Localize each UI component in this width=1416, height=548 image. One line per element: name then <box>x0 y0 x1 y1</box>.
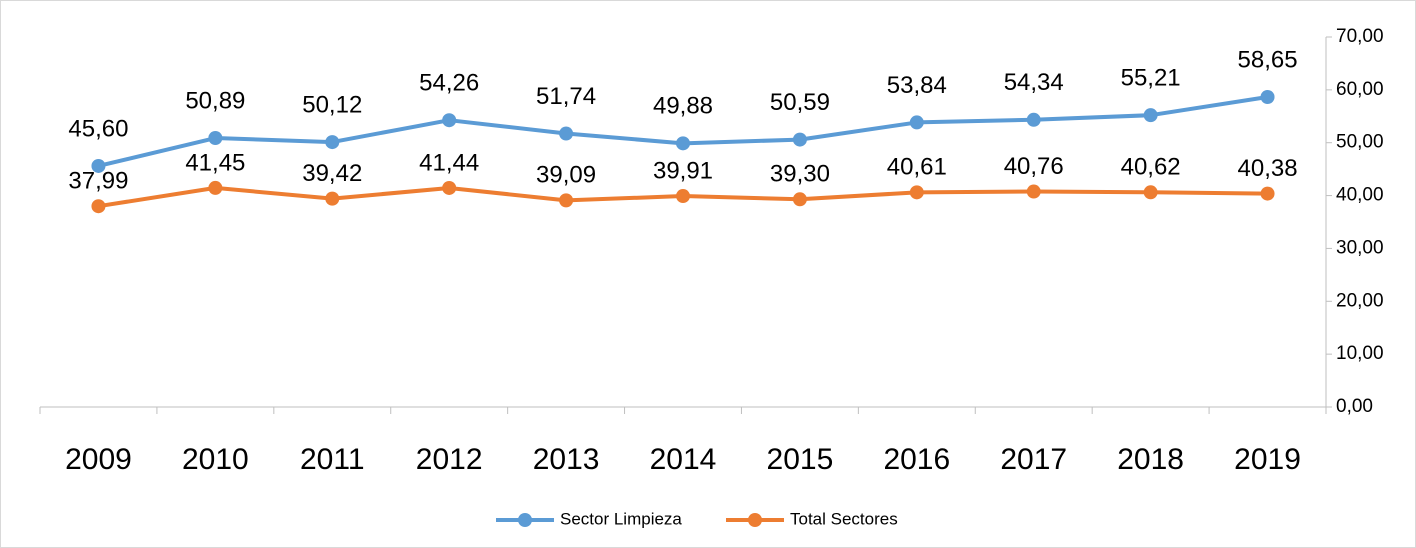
x-tick-label: 2019 <box>1234 443 1301 476</box>
data-label: 39,91 <box>653 157 713 184</box>
data-point <box>792 192 807 207</box>
data-label: 58,65 <box>1238 46 1298 73</box>
x-tick-label: 2012 <box>416 443 483 476</box>
data-point <box>325 135 340 150</box>
x-tick-label: 2013 <box>533 443 600 476</box>
y-tick-label: 20,00 <box>1336 290 1384 311</box>
data-label: 50,12 <box>302 91 362 118</box>
y-tick-label: 70,00 <box>1336 26 1384 47</box>
y-tick-label: 10,00 <box>1336 343 1384 364</box>
x-tick-label: 2017 <box>1000 443 1067 476</box>
x-tick-label: 2011 <box>300 443 365 476</box>
data-point <box>559 193 574 208</box>
data-label: 50,89 <box>185 87 245 114</box>
data-label: 54,34 <box>1004 69 1064 96</box>
x-tick-label: 2010 <box>182 443 249 476</box>
data-label: 40,61 <box>887 154 947 181</box>
data-label: 40,38 <box>1238 155 1298 182</box>
data-point <box>325 191 340 206</box>
data-point <box>909 185 924 200</box>
data-point <box>1026 184 1041 199</box>
data-point <box>1026 112 1041 127</box>
data-point <box>442 113 457 128</box>
data-point <box>91 199 106 214</box>
data-point <box>208 131 223 146</box>
data-label: 39,09 <box>536 162 596 189</box>
legend-label: Sector Limpieza <box>560 509 682 528</box>
data-label: 40,62 <box>1121 154 1181 181</box>
data-point <box>1260 89 1275 104</box>
data-point <box>909 115 924 130</box>
data-label: 54,26 <box>419 70 479 97</box>
x-tick-label: 2014 <box>650 443 717 476</box>
data-label: 51,74 <box>536 83 596 110</box>
y-tick-label: 0,00 <box>1336 396 1373 417</box>
y-tick-label: 40,00 <box>1336 185 1384 206</box>
data-label: 49,88 <box>653 93 713 120</box>
data-point <box>208 180 223 195</box>
data-label: 37,99 <box>68 168 128 195</box>
legend-marker <box>518 513 532 527</box>
data-label: 41,44 <box>419 149 479 176</box>
data-point <box>1260 186 1275 201</box>
legend-label: Total Sectores <box>790 509 898 528</box>
data-point <box>1143 108 1158 123</box>
data-label: 53,84 <box>887 72 947 99</box>
x-tick-label: 2018 <box>1117 443 1184 476</box>
data-label: 41,45 <box>185 149 245 176</box>
y-tick-label: 50,00 <box>1336 132 1384 153</box>
data-label: 55,21 <box>1121 65 1181 92</box>
legend-marker <box>748 513 762 527</box>
data-label: 50,59 <box>770 89 830 116</box>
data-point <box>559 126 574 141</box>
data-label: 45,60 <box>68 115 128 142</box>
data-point <box>792 132 807 147</box>
data-label: 40,76 <box>1004 153 1064 180</box>
data-point <box>1143 185 1158 200</box>
data-label: 39,30 <box>770 161 830 188</box>
x-tick-label: 2016 <box>883 443 950 476</box>
data-label: 39,42 <box>302 160 362 187</box>
y-tick-label: 60,00 <box>1336 79 1384 100</box>
y-tick-label: 30,00 <box>1336 237 1384 258</box>
data-point <box>676 136 690 151</box>
data-point <box>676 189 690 204</box>
x-tick-label: 2015 <box>767 443 834 476</box>
data-point <box>91 158 106 173</box>
data-point <box>442 180 457 195</box>
x-tick-label: 2009 <box>65 443 132 476</box>
